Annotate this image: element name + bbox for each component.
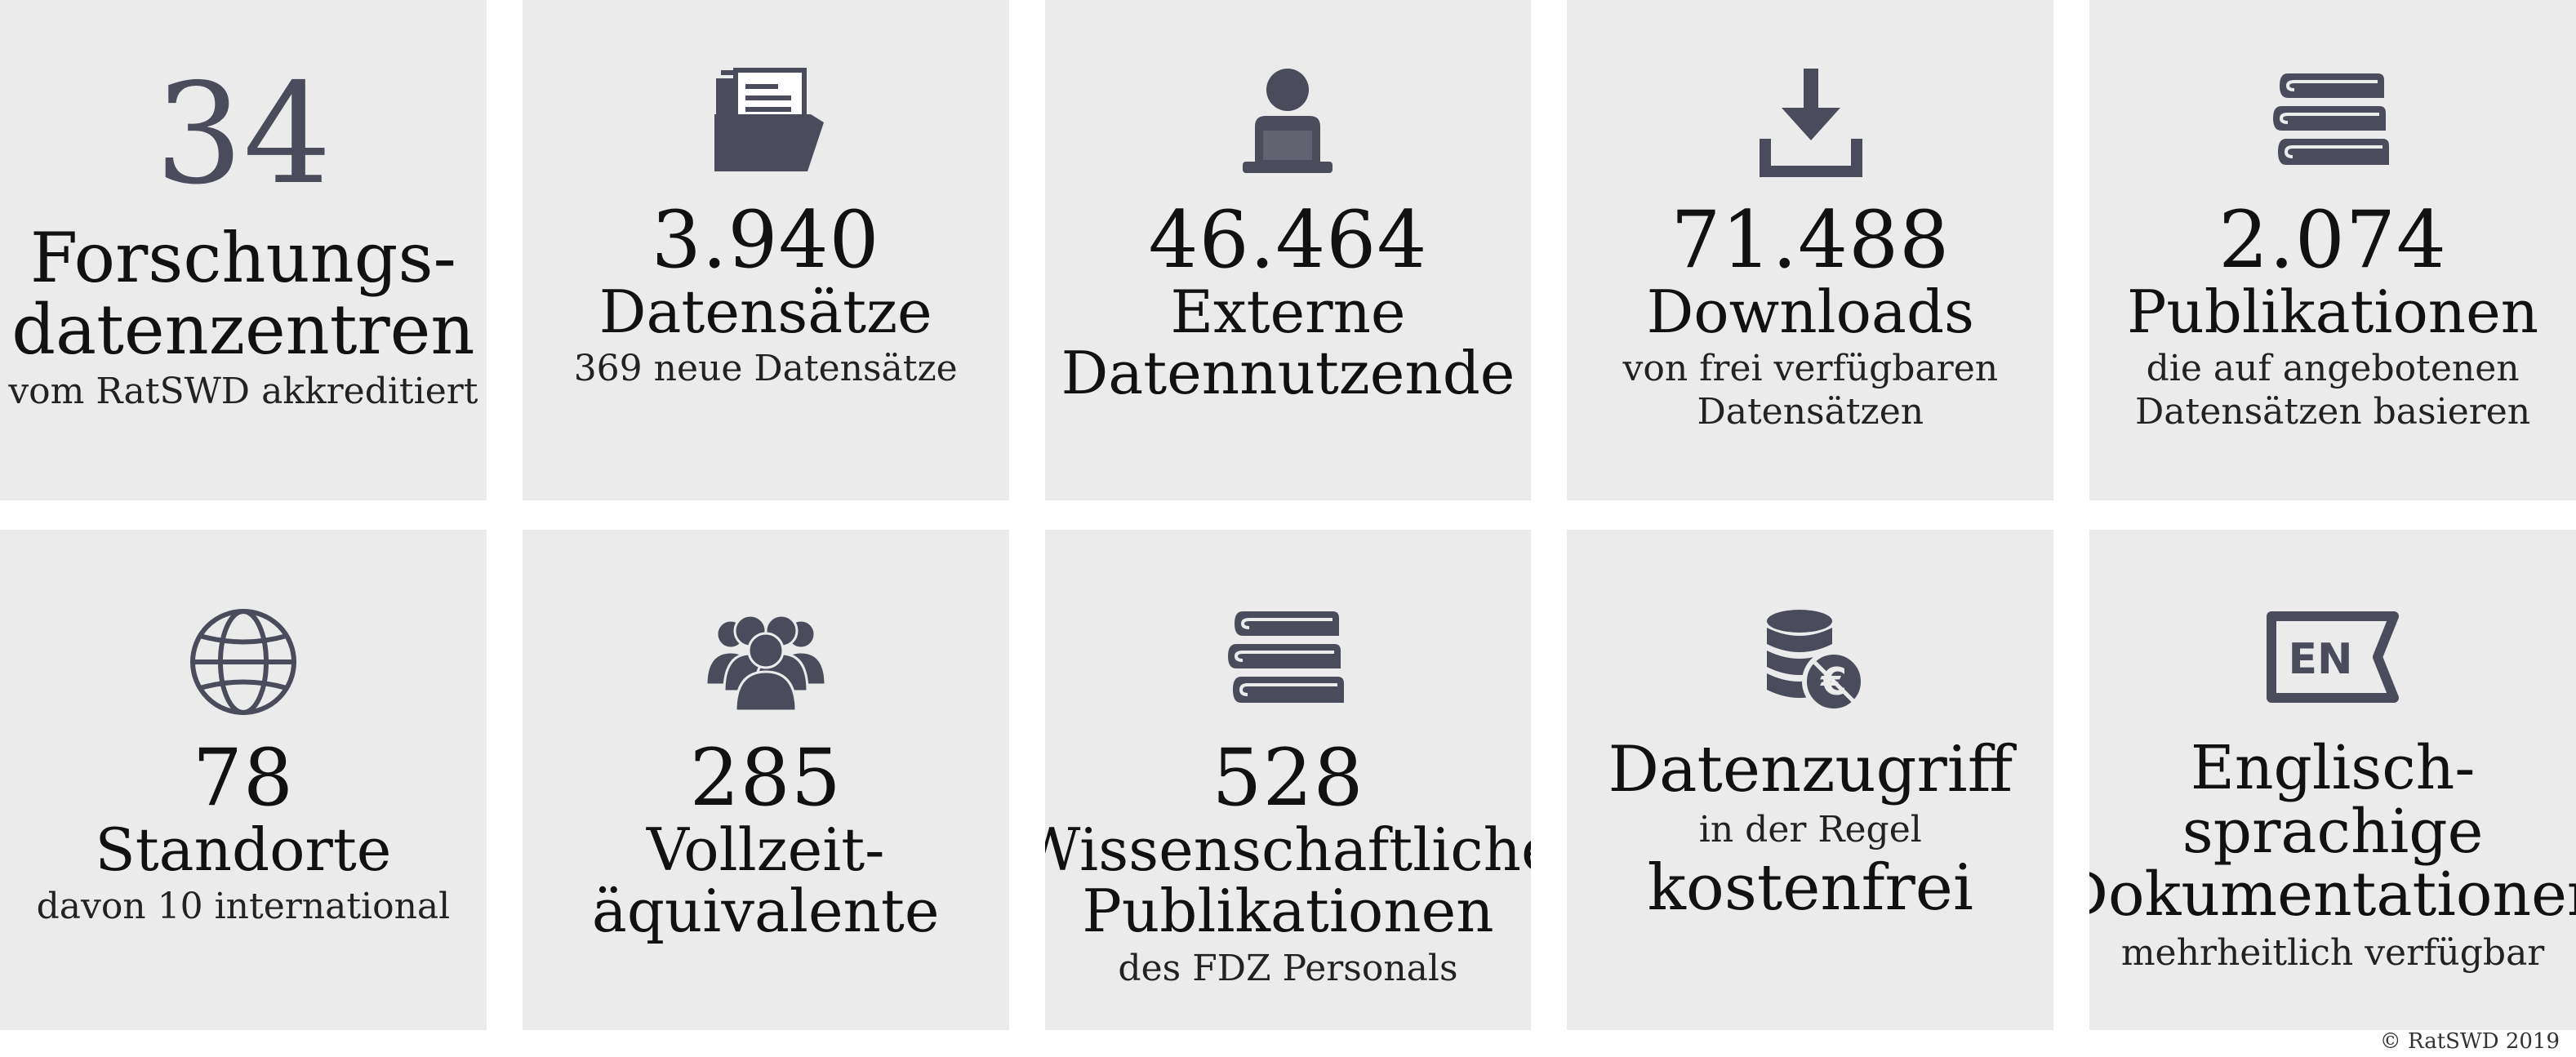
stat-title: Vollzeit- äquivalente: [591, 815, 940, 946]
stat-title: Externe Datennutzende: [1061, 277, 1515, 408]
stat-subtitle: vom RatSWD akkreditiert: [8, 371, 478, 413]
stat-title: Englisch- sprachige Dokumentationen: [2089, 733, 2576, 930]
books-icon: [1218, 603, 1357, 726]
stat-number: 285: [689, 732, 842, 824]
stat-title: Wissenschaftliche Publikationen: [1044, 815, 1532, 946]
en-label: EN: [2289, 635, 2353, 684]
stats-grid: 34 Forschungs- datenzentren vom RatSWD a…: [0, 0, 2576, 1030]
download-icon: [1741, 65, 1880, 188]
tile-external-users: 46.464 Externe Datennutzende: [1044, 0, 1532, 500]
globe-icon: [174, 603, 313, 726]
stat-subtitle: 369 neue Datensätze: [573, 348, 958, 390]
stat-number: 2.074: [2218, 194, 2447, 286]
stat-number: 71.488: [1671, 194, 1951, 286]
tile-publications: 2.074 Publikationen die auf angebotenen …: [2089, 0, 2576, 500]
group-icon: [696, 603, 835, 726]
tile-staff-publications: 528 Wissenschaftliche Publikationen des …: [1044, 530, 1532, 1030]
stat-title: Publikationen: [2126, 277, 2539, 346]
stat-number: 34: [154, 54, 332, 215]
copyright: © RatSWD 2019: [2379, 1029, 2560, 1054]
stat-title: Standorte: [95, 815, 392, 884]
stat-title: Datenzugriff: [1608, 733, 2013, 806]
folder-icon: [696, 65, 835, 188]
tile-downloads: 71.488 Downloads von frei verfügbaren Da…: [1567, 0, 2054, 500]
en-flag-icon: EN: [2263, 603, 2402, 726]
tile-fte: 285 Vollzeit- äquivalente: [522, 530, 1009, 1030]
user-computer-icon: [1218, 65, 1357, 188]
stat-subtitle: in der Regel: [1698, 808, 1922, 850]
books-icon: [2263, 65, 2402, 188]
stat-emphasis: kostenfrei: [1647, 850, 1973, 925]
stat-number: 46.464: [1148, 194, 1428, 286]
tile-research-centers: 34 Forschungs- datenzentren vom RatSWD a…: [0, 0, 487, 500]
stat-subtitle: davon 10 international: [36, 886, 451, 928]
stat-number: 78: [192, 732, 294, 824]
stat-subtitle: mehrheitlich verfügbar: [2120, 932, 2545, 975]
stat-number: 528: [1212, 732, 1364, 824]
tile-locations: 78 Standorte davon 10 international: [0, 530, 487, 1030]
stat-number: 3.940: [651, 194, 880, 286]
tile-datasets: 3.940 Datensätze 369 neue Datensätze: [522, 0, 1009, 500]
stat-subtitle: des FDZ Personals: [1118, 947, 1458, 989]
tile-data-access: € Datenzugriff in der Regel kostenfrei: [1567, 530, 2054, 1030]
coins-euro-icon: €: [1741, 603, 1880, 726]
stat-title: Downloads: [1646, 277, 1974, 346]
stat-title: Datensätze: [598, 277, 932, 346]
stat-title: Forschungs- datenzentren: [11, 218, 475, 371]
stat-subtitle: von frei verfügbaren Datensätzen: [1622, 348, 1999, 433]
stat-subtitle: die auf angebotenen Datensätzen basieren: [2135, 348, 2531, 433]
tile-english-docs: EN Englisch- sprachige Dokumentationen m…: [2089, 530, 2576, 1030]
